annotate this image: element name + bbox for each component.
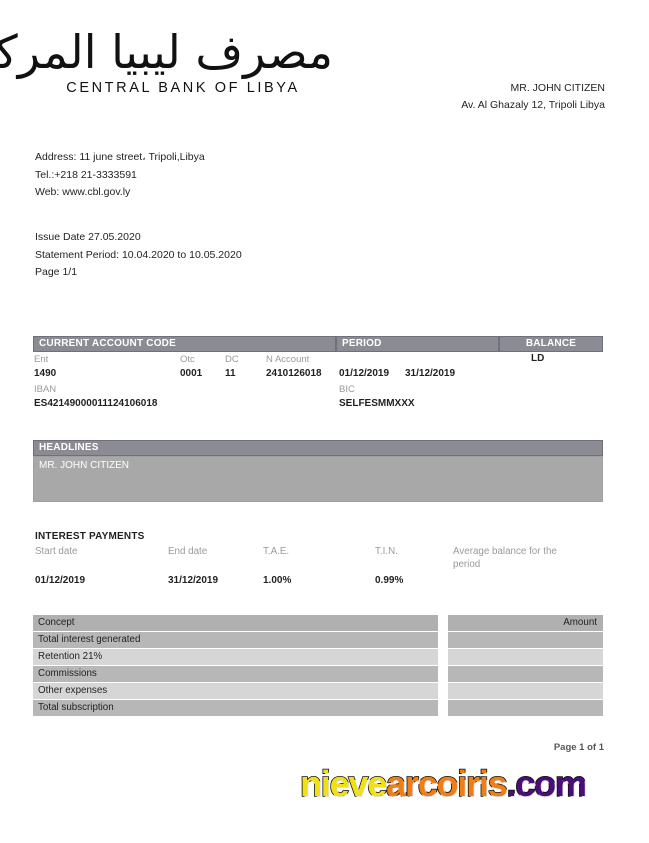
cell-amount (448, 683, 603, 699)
column-header-amount: Amount (448, 615, 603, 631)
label-iban: IBAN (34, 384, 57, 395)
value-currency: LD (531, 353, 545, 364)
bar-headlines: HEADLINES (33, 440, 603, 456)
value-bic: SELFESMMXXX (339, 398, 415, 409)
interest-payments-title: INTEREST PAYMENTS (35, 531, 145, 542)
table-row: Total interest generated (33, 632, 603, 648)
sender-address: Address: 11 june street، Tripoli,Libya (35, 151, 205, 163)
issue-info-block: Issue Date 27.05.2020 Statement Period: … (35, 229, 242, 282)
cell-concept: Commissions (33, 666, 438, 682)
headlines-account-holder: MR. JOHN CITIZEN (39, 460, 129, 471)
page-indicator: Page 1/1 (35, 266, 78, 278)
sender-website: Web: www.cbl.gov.ly (35, 186, 131, 198)
bar-period: PERIOD (336, 336, 499, 352)
sender-block: Address: 11 june street، Tripoli,Libya T… (35, 149, 205, 202)
recipient-name: MR. JOHN CITIZEN (510, 82, 606, 94)
header-average-balance-line2: period (453, 559, 481, 570)
watermark-part-nieve: nieve (299, 763, 388, 805)
header-average-balance-line1: Average balance for the (453, 546, 557, 557)
header-tae: T.A.E. (263, 546, 290, 557)
column-header-concept: Concept (33, 615, 438, 631)
cell-amount (448, 649, 603, 665)
header-end-date: End date (168, 546, 208, 557)
cell-amount (448, 700, 603, 716)
value-otc: 0001 (180, 368, 203, 379)
statement-period: Statement Period: 10.04.2020 to 10.05.20… (35, 248, 242, 261)
label-dc: DC (225, 354, 239, 365)
table-row: Retention 21% (33, 649, 603, 665)
headlines-body: MR. JOHN CITIZEN (33, 456, 603, 502)
bank-logo-latin: CENTRAL BANK OF LIBYA (66, 80, 300, 97)
cell-amount (448, 666, 603, 682)
value-period-end: 31/12/2019 (405, 368, 456, 379)
value-tin: 0.99% (375, 575, 404, 586)
watermark-part-arcoiris: arcoiris (385, 763, 508, 805)
watermark: nievearcoiris.com (299, 763, 588, 805)
watermark-part-com: .com (506, 763, 588, 805)
value-start-date: 01/12/2019 (35, 575, 86, 586)
value-ent: 1490 (34, 368, 57, 379)
cell-concept: Retention 21% (33, 649, 438, 665)
bar-balance: BALANCE (499, 336, 603, 352)
value-dc: 11 (225, 368, 236, 379)
sender-telephone: Tel.:+218 21-3333591 (35, 168, 137, 181)
bank-logo: مصرف ليبيا المركزي CENTRAL BANK OF LIBYA (0, 25, 333, 97)
table-row: Commissions (33, 666, 603, 682)
table-header-row: Concept Amount (33, 615, 603, 631)
footer-page-number: Page 1 of 1 (553, 742, 604, 753)
value-n-account: 2410126018 (266, 368, 322, 379)
cell-concept: Total subscription (33, 700, 438, 716)
table-row: Other expenses (33, 683, 603, 699)
concept-amount-table: Concept Amount Total interest generated … (33, 615, 603, 717)
label-otc: Otc (180, 354, 195, 365)
bar-current-account-code: CURRENT ACCOUNT CODE (33, 336, 336, 352)
issue-date: Issue Date 27.05.2020 (35, 231, 141, 243)
cell-concept: Total interest generated (33, 632, 438, 648)
value-iban: ES42149000011124106018 (34, 398, 158, 409)
cell-amount (448, 632, 603, 648)
recipient-block: MR. JOHN CITIZEN Av. Al Ghazaly 12, Trip… (461, 80, 605, 114)
value-end-date: 31/12/2019 (168, 575, 219, 586)
cell-concept: Other expenses (33, 683, 438, 699)
table-row: Total subscription (33, 700, 603, 716)
value-period-start: 01/12/2019 (339, 368, 390, 379)
label-n-account: N Account (266, 354, 310, 365)
header-start-date: Start date (35, 546, 78, 557)
header-tin: T.I.N. (375, 546, 398, 557)
bank-logo-arabic: مصرف ليبيا المركزي (0, 25, 333, 79)
label-ent: Ent (34, 354, 49, 365)
value-tae: 1.00% (263, 575, 292, 586)
label-bic: BIC (339, 384, 355, 395)
recipient-address: Av. Al Ghazaly 12, Tripoli Libya (461, 99, 605, 111)
